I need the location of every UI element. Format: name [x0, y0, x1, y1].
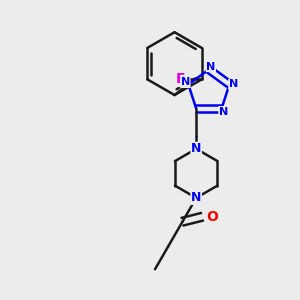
Text: N: N: [219, 106, 228, 116]
Text: N: N: [191, 142, 201, 155]
Text: F: F: [176, 72, 185, 86]
Text: N: N: [206, 61, 215, 72]
Text: O: O: [206, 210, 218, 224]
Text: N: N: [191, 191, 201, 204]
Text: N: N: [229, 80, 238, 89]
Text: N: N: [181, 77, 190, 88]
